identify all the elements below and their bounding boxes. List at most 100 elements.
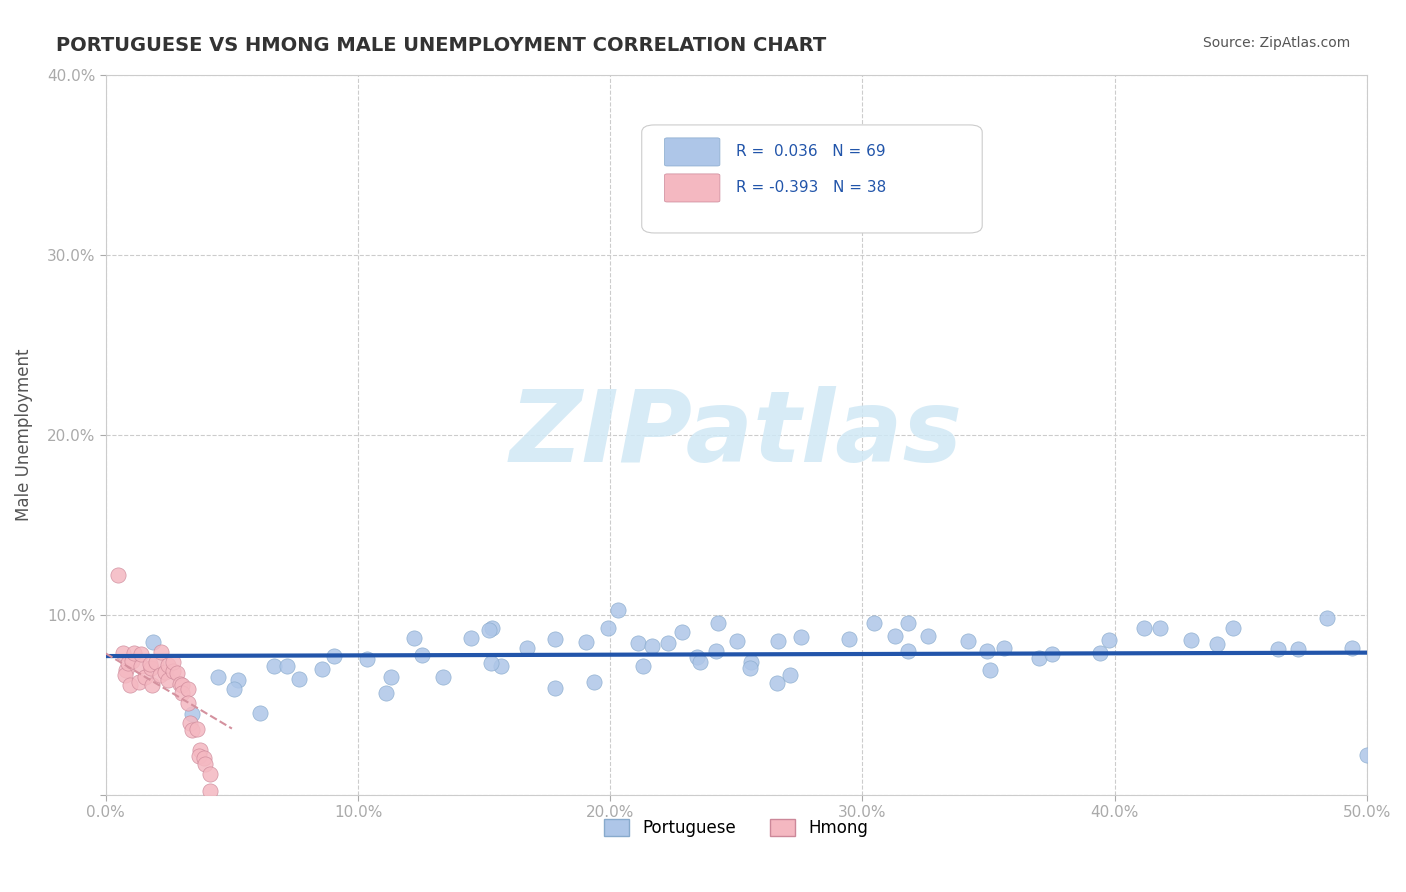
Point [1222, 621, 1244, 635]
Point [689, 655, 711, 669]
Point [166, 665, 188, 680]
Point [411, 648, 433, 663]
Point [156, 657, 179, 672]
Point [145, 655, 167, 669]
Text: ZIPatlas: ZIPatlas [510, 386, 963, 483]
Text: PORTUGUESE VS HMONG MALE UNEMPLOYMENT CORRELATION CHART: PORTUGUESE VS HMONG MALE UNEMPLOYMENT CO… [56, 36, 827, 54]
Point [121, 654, 143, 668]
Point [139, 657, 162, 672]
Legend: Portuguese, Hmong: Portuguese, Hmong [598, 813, 875, 844]
Point [481, 621, 503, 635]
Point [380, 670, 402, 684]
Point [162, 655, 184, 669]
Point [544, 632, 567, 646]
Point [114, 663, 136, 677]
Point [288, 672, 311, 686]
Point [107, 568, 129, 582]
Point [139, 661, 162, 675]
Point [979, 664, 1001, 678]
Point [768, 633, 790, 648]
Point [141, 678, 163, 692]
Point [582, 675, 605, 690]
Point [1028, 651, 1050, 665]
Point [657, 636, 679, 650]
Point [1286, 641, 1309, 656]
Point [188, 748, 211, 763]
Y-axis label: Male Unemployment: Male Unemployment [15, 349, 32, 521]
FancyBboxPatch shape [665, 174, 720, 202]
Point [460, 631, 482, 645]
Point [179, 715, 201, 730]
Point [198, 767, 221, 781]
Point [432, 670, 454, 684]
Point [226, 673, 249, 687]
Point [1205, 637, 1227, 651]
Point [149, 668, 172, 682]
Point [311, 662, 333, 676]
FancyBboxPatch shape [665, 138, 720, 166]
Point [707, 615, 730, 630]
Point [207, 670, 229, 684]
Point [704, 644, 727, 658]
Point [249, 706, 271, 721]
Point [671, 625, 693, 640]
Point [122, 646, 145, 660]
Point [544, 681, 567, 695]
Point [170, 686, 193, 700]
Point [993, 640, 1015, 655]
Point [479, 656, 502, 670]
Point [491, 659, 513, 673]
Point [177, 696, 200, 710]
Point [640, 640, 662, 654]
Point [162, 664, 184, 678]
Point [323, 648, 346, 663]
Point [263, 659, 285, 673]
Point [1180, 632, 1202, 647]
Point [917, 629, 939, 643]
Text: Source: ZipAtlas.com: Source: ZipAtlas.com [1202, 36, 1350, 50]
Point [224, 682, 246, 697]
Point [897, 615, 920, 630]
Point [374, 686, 396, 700]
Point [193, 751, 215, 765]
Point [1149, 621, 1171, 635]
Point [627, 635, 650, 649]
Point [181, 707, 204, 722]
Point [725, 633, 748, 648]
Point [156, 673, 179, 688]
Point [112, 646, 135, 660]
Point [128, 675, 150, 690]
Point [198, 783, 221, 797]
Point [779, 668, 801, 682]
Point [186, 722, 208, 736]
Point [177, 681, 200, 696]
Point [897, 643, 920, 657]
Point [1088, 646, 1111, 660]
FancyBboxPatch shape [641, 125, 983, 233]
Point [1267, 642, 1289, 657]
Point [575, 635, 598, 649]
Point [117, 656, 139, 670]
Point [180, 723, 202, 737]
Text: R =  0.036   N = 69: R = 0.036 N = 69 [737, 145, 886, 159]
Point [1133, 621, 1156, 635]
Point [1355, 747, 1378, 762]
Point [1340, 641, 1362, 656]
Point [606, 603, 628, 617]
Point [118, 678, 141, 692]
Point [863, 616, 886, 631]
Point [131, 647, 153, 661]
Point [276, 659, 298, 673]
Point [790, 630, 813, 644]
Point [153, 665, 176, 679]
Point [134, 670, 156, 684]
Point [129, 658, 152, 673]
Text: R = -0.393   N = 38: R = -0.393 N = 38 [737, 180, 887, 195]
Point [150, 645, 173, 659]
Point [1316, 611, 1339, 625]
Point [766, 675, 789, 690]
Point [598, 621, 620, 635]
Point [142, 635, 165, 649]
Point [740, 655, 762, 669]
Point [686, 650, 709, 665]
